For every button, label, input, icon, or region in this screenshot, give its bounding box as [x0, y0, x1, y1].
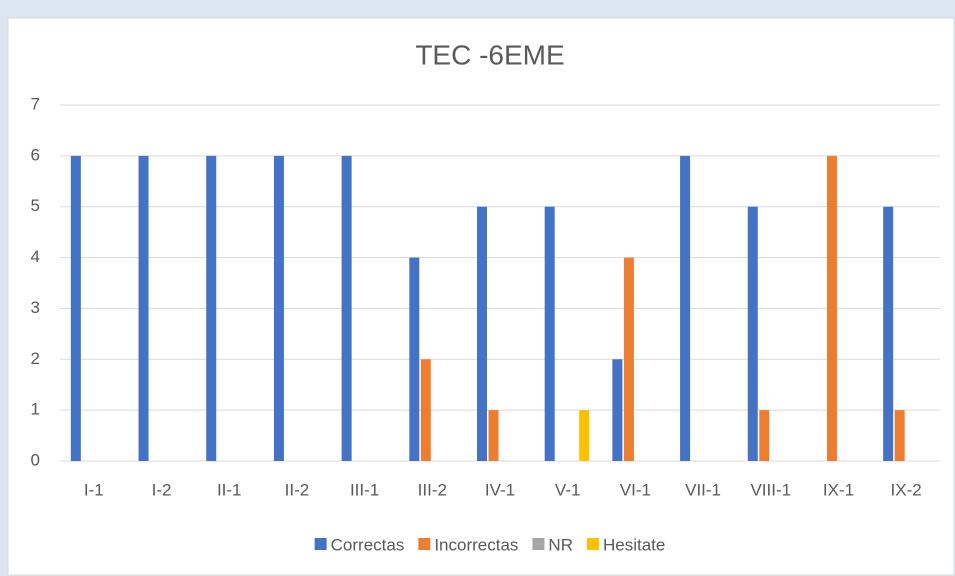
x-tick-label: VIII-1: [750, 480, 791, 499]
y-tick-label: 0: [31, 450, 40, 469]
x-tick-label: III-1: [350, 480, 379, 499]
legend-label: NR: [548, 535, 573, 554]
bar: [883, 206, 894, 461]
y-tick-label: 2: [31, 349, 40, 368]
x-tick-label: I-1: [84, 480, 104, 499]
y-tick-label: 1: [31, 400, 40, 419]
bar: [273, 155, 284, 461]
bar: [409, 257, 420, 461]
bar: [623, 257, 634, 461]
legend-swatch: [418, 538, 431, 550]
chart-title: TEC -6EME: [415, 39, 564, 70]
bar: [680, 155, 691, 461]
bar: [488, 410, 499, 461]
x-tick-label: VII-1: [685, 480, 721, 499]
legend-label: Correctas: [331, 535, 405, 554]
bar: [341, 155, 352, 461]
bar: [477, 206, 487, 461]
legend-label: Hesitate: [603, 535, 665, 554]
bar: [70, 155, 81, 461]
legend-swatch: [532, 538, 545, 550]
bar: [138, 155, 149, 461]
x-tick-label: IX-2: [891, 480, 922, 499]
x-tick-label: VI-1: [620, 480, 651, 499]
bar: [894, 410, 905, 461]
legend-swatch: [586, 538, 599, 550]
legend-swatch: [314, 538, 327, 550]
x-tick-label: II-1: [217, 480, 242, 499]
y-tick-label: 4: [31, 247, 40, 266]
x-tick-label: III-2: [418, 480, 447, 499]
x-tick-label: V-1: [555, 480, 581, 499]
y-tick-label: 5: [31, 196, 40, 215]
bar: [612, 359, 623, 461]
y-tick-label: 3: [31, 298, 40, 317]
bar: [206, 155, 217, 461]
bar: [420, 359, 431, 461]
bar: [759, 410, 770, 461]
y-tick-label: 6: [31, 145, 40, 164]
x-tick-label: II-2: [285, 480, 310, 499]
x-tick-label: IX-1: [823, 480, 854, 499]
x-tick-label: IV-1: [485, 480, 515, 499]
y-tick-label: 7: [31, 94, 40, 113]
bar: [826, 155, 837, 461]
bar: [747, 206, 758, 461]
bar: [579, 410, 590, 461]
legend-label: Incorrectas: [434, 535, 518, 554]
bar: [544, 206, 555, 461]
x-tick-label: I-2: [152, 480, 172, 499]
